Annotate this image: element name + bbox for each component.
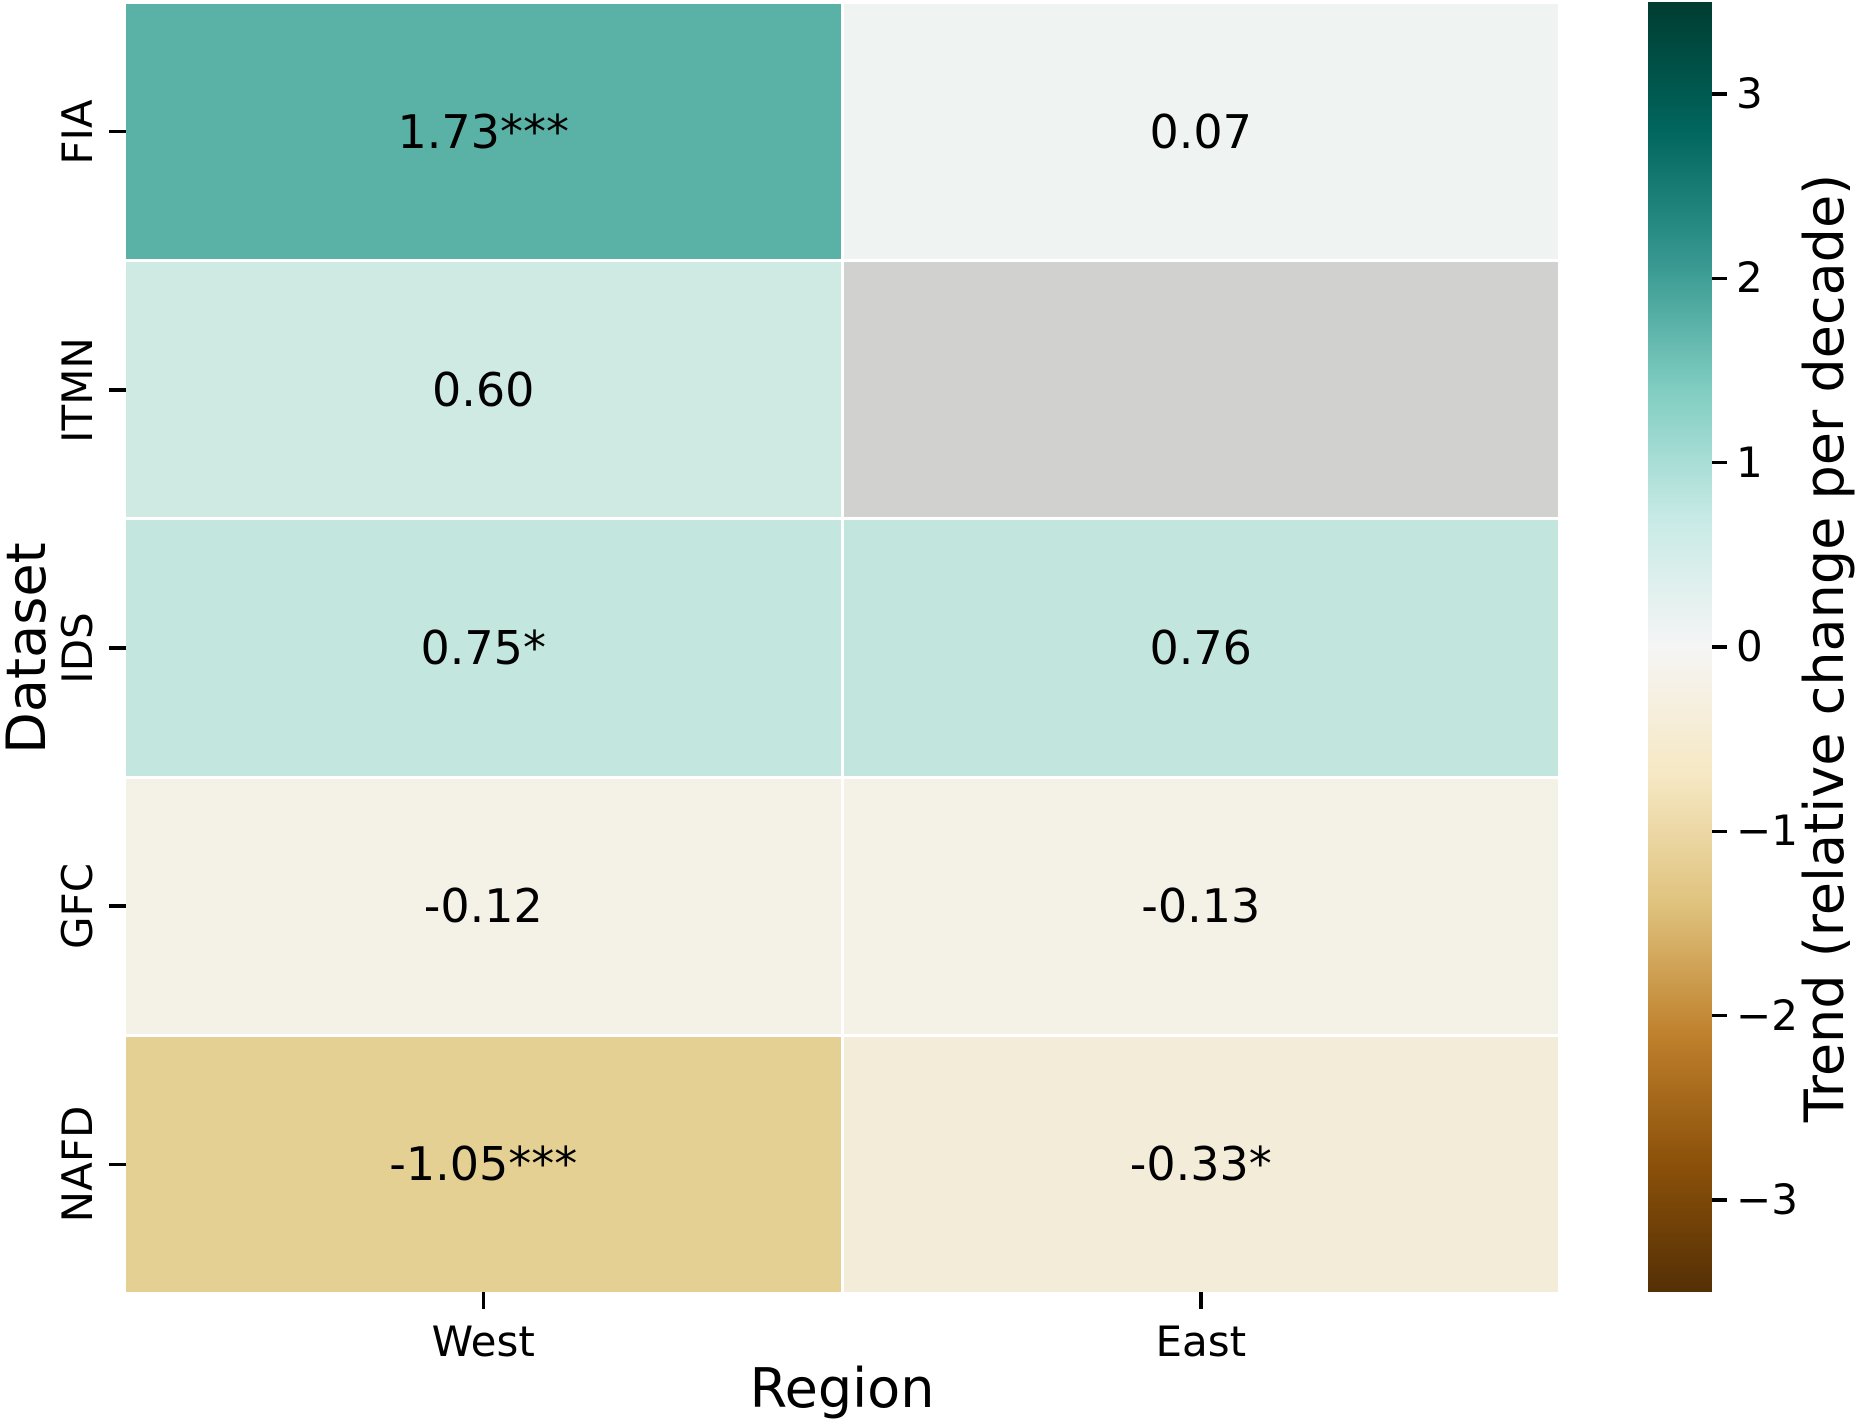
- heatmap-cell-nafd-east: -0.33*: [843, 1036, 1558, 1292]
- colorbar-tick-mark: [1712, 460, 1727, 465]
- colorbar-tick-mark: [1712, 92, 1727, 96]
- y-tick-label-ids: IDS: [53, 612, 102, 684]
- y-tick-mark: [109, 646, 126, 650]
- heatmap-cell-nafd-west: -1.05***: [126, 1036, 841, 1292]
- cell-value: -0.13: [1141, 879, 1261, 934]
- colorbar-tick-label: 1: [1736, 437, 1763, 487]
- colorbar-gradient: [1648, 2, 1712, 1292]
- colorbar-title: Trend (relative change per decade): [1793, 173, 1856, 1123]
- y-tick-mark: [109, 1162, 126, 1167]
- y-tick-mark: [109, 129, 126, 134]
- cell-value: 0.75*: [420, 620, 546, 675]
- x-tick-label-west: West: [431, 1317, 535, 1366]
- y-tick-label-gfc: GFC: [53, 863, 102, 950]
- colorbar-tick-label: −3: [1736, 1174, 1798, 1224]
- y-tick-label-nafd: NAFD: [53, 1106, 102, 1223]
- y-axis-title: Dataset: [0, 542, 58, 754]
- colorbar-tick-mark: [1712, 1013, 1727, 1018]
- heatmap-cell-fia-west: 1.73***: [126, 4, 841, 260]
- cell-value: -1.05***: [389, 1137, 578, 1192]
- colorbar-tick-mark: [1712, 645, 1727, 649]
- cell-value: -0.12: [423, 879, 543, 934]
- heatmap-cell-itmn-east: [843, 262, 1558, 518]
- y-tick-mark: [109, 904, 126, 908]
- x-tick-mark: [481, 1292, 485, 1309]
- heatmap-cell-ids-east: 0.76: [843, 520, 1558, 776]
- x-axis-title: Region: [749, 1357, 935, 1420]
- colorbar-tick-label: −2: [1736, 990, 1798, 1040]
- heatmap-cell-fia-east: 0.07: [843, 4, 1558, 260]
- y-tick-mark: [109, 388, 126, 392]
- heatmap-cell-gfc-east: -0.13: [843, 778, 1558, 1034]
- x-tick-label-east: East: [1155, 1317, 1247, 1366]
- colorbar-tick-mark: [1712, 276, 1727, 281]
- cell-value: 0.60: [432, 362, 535, 417]
- colorbar-tick-label: 2: [1736, 253, 1763, 303]
- cell-value: 0.76: [1149, 620, 1252, 675]
- colorbar-tick-mark: [1712, 829, 1727, 834]
- cell-value: 1.73***: [397, 104, 569, 159]
- heatmap-grid: 1.73*** 0.07 0.60 0.75* 0.76 -0.12 -0.13 -1.05*…: [126, 4, 1558, 1292]
- colorbar-tick-label: 0: [1736, 622, 1763, 671]
- colorbar-tick-label: 3: [1736, 69, 1763, 119]
- cell-value: 0.07: [1149, 104, 1252, 159]
- y-tick-label-fia: FIA: [53, 98, 102, 165]
- heatmap-cell-ids-west: 0.75*: [126, 520, 841, 776]
- heatmap-cell-gfc-west: -0.12: [126, 778, 841, 1034]
- heatmap-cell-itmn-west: 0.60: [126, 262, 841, 518]
- colorbar: [1648, 2, 1712, 1292]
- colorbar-tick-mark: [1712, 1198, 1727, 1202]
- y-tick-label-itmn: ITMN: [53, 336, 102, 443]
- x-tick-mark: [1199, 1292, 1203, 1309]
- colorbar-tick-label: −1: [1736, 806, 1798, 856]
- cell-value: -0.33*: [1129, 1137, 1272, 1192]
